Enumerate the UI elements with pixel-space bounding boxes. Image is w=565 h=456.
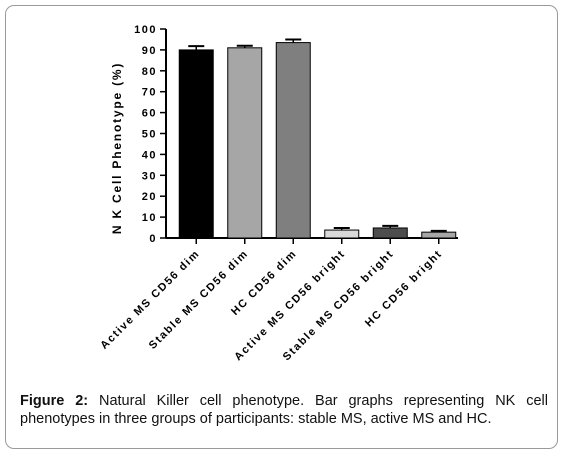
bar (421, 231, 457, 239)
chart-error-bars (188, 38, 447, 233)
bar (178, 49, 214, 239)
y-tick-label: 30 (142, 170, 157, 182)
caption-label: Figure 2: (20, 393, 89, 409)
x-tick-label: Stable MS CD56 dim (147, 248, 251, 352)
y-tick-label: 60 (142, 108, 157, 120)
y-tick-label: 40 (142, 149, 157, 161)
y-tick-label: 10 (142, 212, 157, 224)
figure-caption: Figure 2: Natural Killer cell phenotype.… (20, 392, 548, 428)
y-tick-label: 100 (134, 24, 157, 36)
y-tick-label: 80 (142, 66, 157, 78)
y-axis-label: N K Cell Phenotype (%) (110, 62, 124, 234)
y-tick-label: 50 (142, 129, 157, 141)
bar (372, 227, 408, 239)
y-tick-label: 90 (142, 45, 157, 57)
bar (275, 42, 311, 239)
x-tick-label: Active MS CD56 dim (98, 248, 202, 352)
bar (324, 229, 360, 239)
y-tick-label: 70 (142, 87, 157, 99)
bar (227, 47, 263, 239)
caption-text: Natural Killer cell phenotype. Bar graph… (20, 393, 548, 427)
y-axis-ticks: 0 10 20 30 40 50 60 70 80 90 100 (134, 24, 166, 245)
chart-bars (178, 42, 457, 239)
y-tick-label: 0 (149, 233, 157, 245)
y-tick-label: 20 (142, 191, 157, 203)
